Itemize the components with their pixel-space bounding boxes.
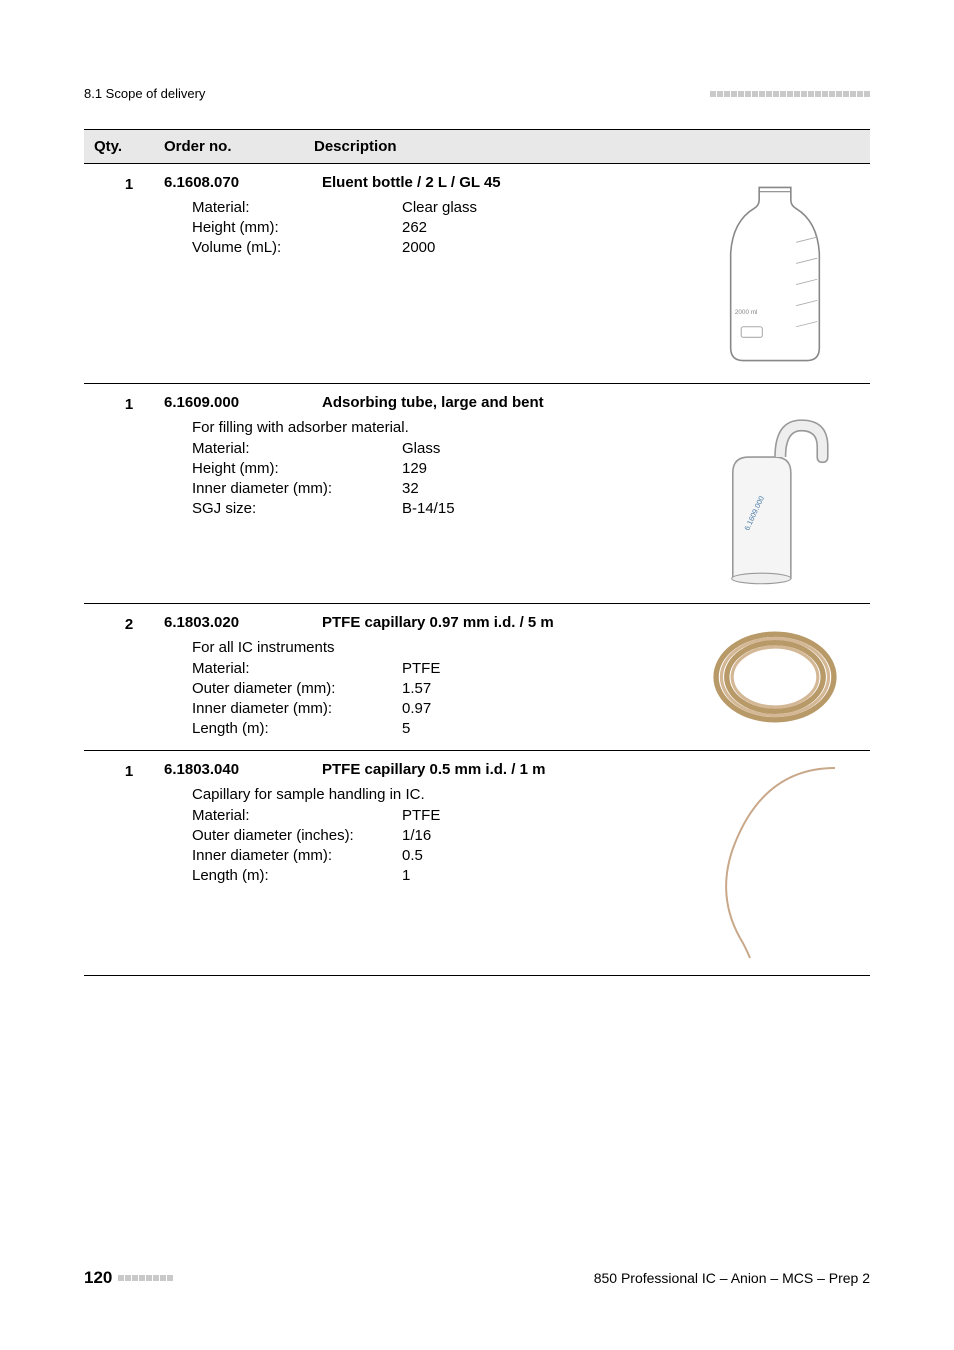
order-no: 6.1609.000 xyxy=(164,394,294,411)
prop-value: 0.97 xyxy=(402,700,431,717)
title-line: 6.1803.020 PTFE capillary 0.97 mm i.d. /… xyxy=(164,614,680,631)
product-image: 2000 ml xyxy=(680,174,860,373)
prop-value: Clear glass xyxy=(402,199,477,216)
prop-label: Outer diameter (mm): xyxy=(192,680,402,697)
prop-label: Length (m): xyxy=(192,720,402,737)
svg-text:2000 ml: 2000 ml xyxy=(735,309,758,316)
page-number: 120 xyxy=(84,1268,112,1288)
order-no: 6.1803.040 xyxy=(164,761,294,778)
page: 8.1 Scope of delivery Qty. Order no. Des… xyxy=(0,0,954,1350)
order-no: 6.1608.070 xyxy=(164,174,294,191)
prop-label: Outer diameter (inches): xyxy=(192,827,402,844)
prop-row: Inner diameter (mm):0.5 xyxy=(192,847,680,864)
prop-label: SGJ size: xyxy=(192,500,402,517)
prop-value: PTFE xyxy=(402,660,440,677)
header-decoration xyxy=(710,91,870,97)
prop-row: Outer diameter (mm):1.57 xyxy=(192,680,680,697)
prop-label: Material: xyxy=(192,199,402,216)
product-image: 6.1609.000 xyxy=(680,394,860,593)
col-desc: Description xyxy=(314,138,860,155)
prop-value: 32 xyxy=(402,480,419,497)
qty-value: 1 xyxy=(94,394,164,593)
prop-label: Volume (mL): xyxy=(192,239,402,256)
footer-decoration xyxy=(118,1275,173,1281)
prop-value: 2000 xyxy=(402,239,435,256)
qty-value: 1 xyxy=(94,761,164,965)
row-content: 6.1803.020 PTFE capillary 0.97 mm i.d. /… xyxy=(164,614,680,740)
prop-row: Length (m):5 xyxy=(192,720,680,737)
properties: Material:Glass Height (mm):129 Inner dia… xyxy=(192,440,680,520)
prop-row: Material:PTFE xyxy=(192,660,680,677)
table-row: 1 6.1803.040 PTFE capillary 0.5 mm i.d. … xyxy=(84,751,870,976)
prop-label: Inner diameter (mm): xyxy=(192,480,402,497)
prop-row: Height (mm):262 xyxy=(192,219,680,236)
prop-row: Outer diameter (inches):1/16 xyxy=(192,827,680,844)
page-header: 8.1 Scope of delivery xyxy=(84,86,870,101)
title-line: 6.1609.000 Adsorbing tube, large and ben… xyxy=(164,394,680,411)
properties: Material:PTFE Outer diameter (inches):1/… xyxy=(192,807,680,887)
prop-value: B-14/15 xyxy=(402,500,455,517)
section-title: 8.1 Scope of delivery xyxy=(84,86,205,101)
item-title: PTFE capillary 0.97 mm i.d. / 5 m xyxy=(322,614,554,631)
prop-row: Inner diameter (mm):32 xyxy=(192,480,680,497)
prop-row: Inner diameter (mm):0.97 xyxy=(192,700,680,717)
prop-value: 0.5 xyxy=(402,847,423,864)
prop-row: Volume (mL):2000 xyxy=(192,239,680,256)
prop-row: SGJ size:B-14/15 xyxy=(192,500,680,517)
prop-value: 129 xyxy=(402,460,427,477)
sub-description: For filling with adsorber material. xyxy=(192,419,680,436)
product-image xyxy=(680,761,860,965)
page-footer: 120 850 Professional IC – Anion – MCS – … xyxy=(84,1268,870,1288)
prop-row: Height (mm):129 xyxy=(192,460,680,477)
prop-value: 1 xyxy=(402,867,410,884)
prop-label: Inner diameter (mm): xyxy=(192,847,402,864)
properties: Material:Clear glass Height (mm):262 Vol… xyxy=(192,199,680,259)
sub-description: For all IC instruments xyxy=(192,639,680,656)
prop-label: Height (mm): xyxy=(192,460,402,477)
prop-value: 1.57 xyxy=(402,680,431,697)
prop-value: 5 xyxy=(402,720,410,737)
title-line: 6.1803.040 PTFE capillary 0.5 mm i.d. / … xyxy=(164,761,680,778)
row-content: 6.1803.040 PTFE capillary 0.5 mm i.d. / … xyxy=(164,761,680,965)
footer-left: 120 xyxy=(84,1268,173,1288)
row-content: 6.1609.000 Adsorbing tube, large and ben… xyxy=(164,394,680,593)
prop-value: 262 xyxy=(402,219,427,236)
item-title: Eluent bottle / 2 L / GL 45 xyxy=(322,174,501,191)
prop-label: Material: xyxy=(192,440,402,457)
qty-value: 1 xyxy=(94,174,164,373)
table-row: 2 6.1803.020 PTFE capillary 0.97 mm i.d.… xyxy=(84,604,870,751)
item-title: PTFE capillary 0.5 mm i.d. / 1 m xyxy=(322,761,545,778)
prop-label: Inner diameter (mm): xyxy=(192,700,402,717)
table-row: 1 6.1609.000 Adsorbing tube, large and b… xyxy=(84,384,870,604)
order-no: 6.1803.020 xyxy=(164,614,294,631)
prop-value: Glass xyxy=(402,440,440,457)
prop-row: Material:Glass xyxy=(192,440,680,457)
prop-label: Length (m): xyxy=(192,867,402,884)
prop-row: Material:PTFE xyxy=(192,807,680,824)
product-image xyxy=(680,614,860,740)
prop-label: Material: xyxy=(192,660,402,677)
prop-value: PTFE xyxy=(402,807,440,824)
prop-label: Material: xyxy=(192,807,402,824)
prop-value: 1/16 xyxy=(402,827,431,844)
title-line: 6.1608.070 Eluent bottle / 2 L / GL 45 xyxy=(164,174,680,191)
prop-row: Length (m):1 xyxy=(192,867,680,884)
accessories-table: Qty. Order no. Description 1 6.1608.070 … xyxy=(84,129,870,976)
properties: Material:PTFE Outer diameter (mm):1.57 I… xyxy=(192,660,680,740)
col-order: Order no. xyxy=(164,138,314,155)
sub-description: Capillary for sample handling in IC. xyxy=(192,786,680,803)
prop-label: Height (mm): xyxy=(192,219,402,236)
table-header: Qty. Order no. Description xyxy=(84,129,870,164)
row-content: 6.1608.070 Eluent bottle / 2 L / GL 45 M… xyxy=(164,174,680,373)
qty-value: 2 xyxy=(94,614,164,740)
prop-row: Material:Clear glass xyxy=(192,199,680,216)
table-row: 1 6.1608.070 Eluent bottle / 2 L / GL 45… xyxy=(84,164,870,384)
item-title: Adsorbing tube, large and bent xyxy=(322,394,544,411)
col-qty: Qty. xyxy=(94,138,164,155)
footer-title: 850 Professional IC – Anion – MCS – Prep… xyxy=(594,1270,870,1286)
